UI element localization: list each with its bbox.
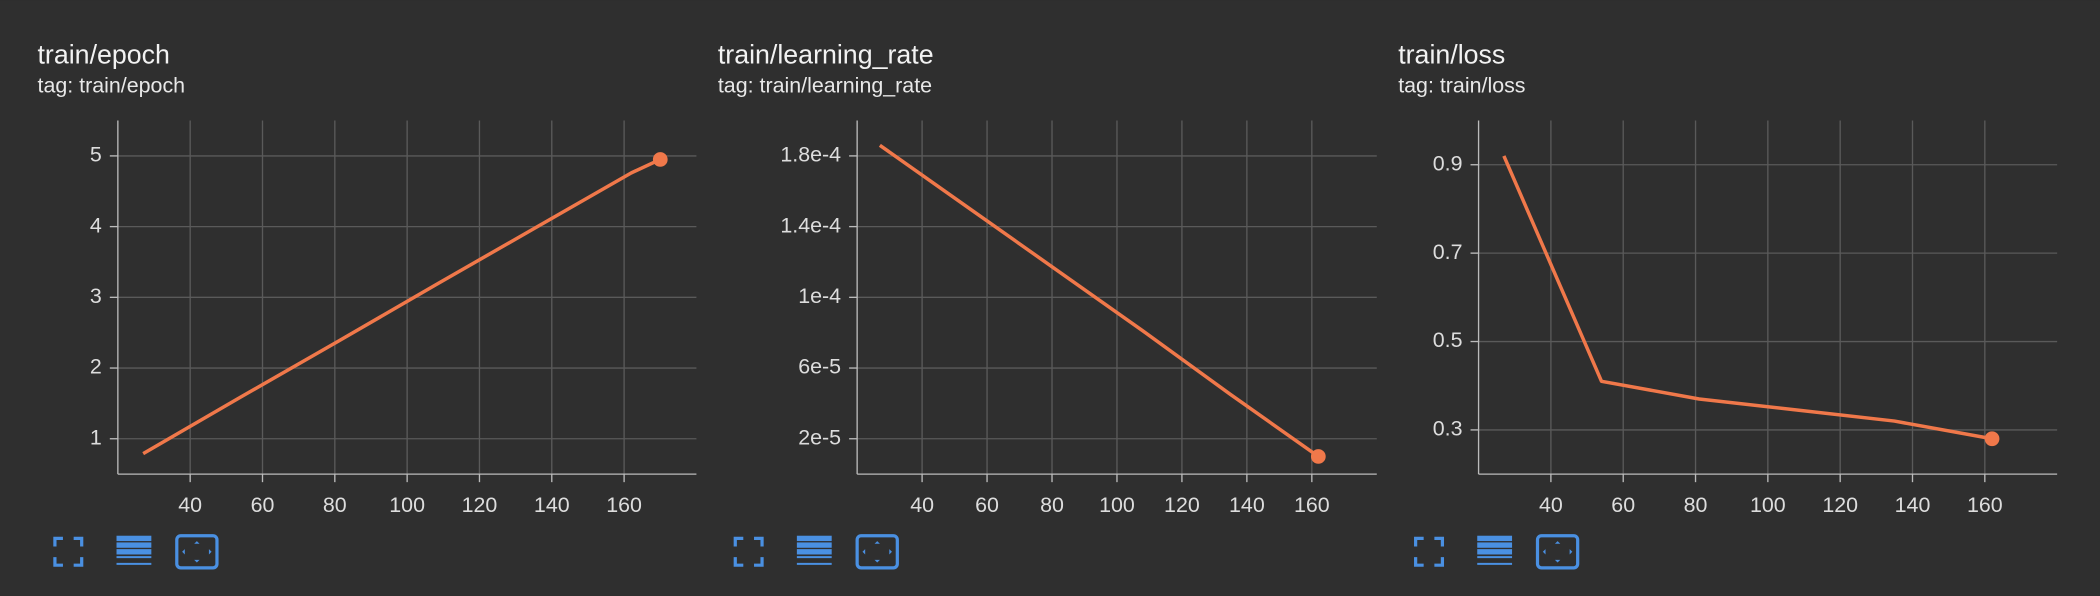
icon-bar [796, 549, 832, 555]
chart-subtitle: tag: train/epoch [38, 74, 186, 98]
icon-bar [1477, 535, 1513, 542]
icon-bar [116, 542, 152, 548]
x-tick-label: 60 [1611, 493, 1635, 517]
series-line [878, 143, 1320, 458]
chart-title: train/loss [1398, 39, 1505, 69]
last-point [1984, 431, 2000, 447]
chart-title: train/learning_rate [718, 39, 934, 69]
fit-domain-button[interactable] [175, 534, 219, 570]
fullscreen-button[interactable] [733, 536, 764, 567]
icon-bar [116, 535, 152, 542]
x-tick-label: 40 [910, 493, 934, 517]
x-tick-label: 120 [1164, 493, 1200, 517]
y-tick-label: 3 [90, 284, 102, 308]
icon-frame [175, 534, 219, 570]
chart-subtitle: tag: train/learning_rate [718, 74, 932, 98]
x-tick-label: 80 [1684, 493, 1708, 517]
x-tick-label: 160 [606, 493, 642, 517]
log-scale-button[interactable] [796, 535, 832, 565]
fullscreen-button[interactable] [53, 536, 84, 567]
x-tick-label: 60 [251, 493, 275, 517]
icon-bar [796, 542, 832, 548]
log-scale-button[interactable] [116, 535, 152, 565]
y-tick-label: 4 [90, 213, 102, 237]
y-tick-label: 2 [90, 355, 102, 379]
fullscreen-button[interactable] [1414, 536, 1445, 567]
y-tick-label: 0.5 [1433, 328, 1463, 352]
y-tick-label: 0.9 [1433, 151, 1463, 175]
x-tick-label: 100 [1099, 493, 1135, 517]
y-tick-label: 5 [90, 143, 102, 167]
chart-toolbar [733, 534, 899, 570]
series-line [142, 157, 662, 456]
fit-domain-button[interactable] [1535, 534, 1580, 570]
last-point [652, 152, 668, 167]
log-scale-button[interactable] [1477, 535, 1513, 565]
x-tick-label: 80 [323, 493, 347, 517]
y-tick-label: 1.8e-4 [780, 143, 841, 167]
y-tick-label: 0.7 [1433, 240, 1463, 264]
series-line [1502, 155, 1993, 441]
x-tick-label: 140 [534, 493, 570, 517]
icon-bar [1477, 542, 1513, 548]
y-tick-label: 1e-4 [798, 284, 841, 308]
fit-domain-button[interactable] [855, 534, 899, 570]
x-tick-label: 100 [1750, 493, 1786, 517]
x-tick-label: 60 [975, 493, 999, 517]
y-tick-label: 1 [90, 425, 102, 449]
icon-bar [796, 535, 832, 542]
x-tick-label: 40 [1539, 493, 1563, 517]
chart-toolbar [53, 534, 219, 570]
x-tick-label: 160 [1294, 493, 1330, 517]
y-tick-label: 2e-5 [798, 425, 841, 449]
x-tick-label: 140 [1895, 493, 1931, 517]
y-tick-label: 0.3 [1433, 417, 1463, 441]
last-point [1310, 449, 1326, 464]
y-tick-label: 1.4e-4 [780, 213, 841, 237]
x-tick-label: 120 [462, 493, 498, 517]
chart-subtitle: tag: train/loss [1398, 74, 1525, 98]
icon-frame [1535, 534, 1580, 570]
chart-toolbar [1414, 534, 1580, 570]
x-tick-label: 120 [1822, 493, 1858, 517]
chart-title: train/epoch [38, 39, 170, 69]
icon-bar [1477, 549, 1513, 555]
icon-bar [116, 549, 152, 555]
icon-frame [855, 534, 899, 570]
x-tick-label: 140 [1229, 493, 1265, 517]
x-tick-label: 160 [1967, 493, 2003, 517]
x-tick-label: 100 [389, 493, 425, 517]
x-tick-label: 40 [178, 493, 202, 517]
x-tick-label: 80 [1040, 493, 1064, 517]
y-tick-label: 6e-5 [798, 355, 841, 379]
